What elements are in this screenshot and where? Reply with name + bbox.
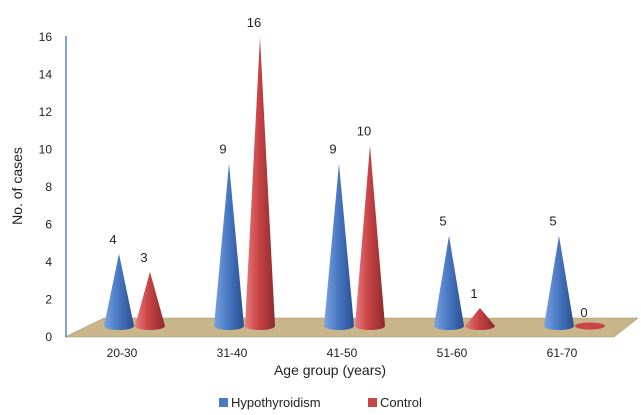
- cone-hypothyroidism-20-30: [104, 253, 134, 330]
- legend-label-control: Control: [380, 395, 422, 410]
- cone-marks: [104, 37, 605, 330]
- y-tick-label: 16: [39, 30, 53, 44]
- y-tick-label: 8: [45, 180, 52, 194]
- x-axis-ticks: 20-30 31-40 41-50 51-60 61-70: [107, 346, 578, 360]
- x-tick-label: 51-60: [437, 346, 468, 360]
- cone-control-20-30: [135, 271, 165, 330]
- data-label: 4: [109, 232, 116, 247]
- legend-label-hypothyroidism: Hypothyroidism: [231, 395, 321, 410]
- y-tick-label: 2: [45, 293, 52, 307]
- y-tick-label: 10: [39, 143, 53, 157]
- y-tick-label: 4: [45, 255, 52, 269]
- cone-hypothyroidism-41-50: [324, 163, 354, 330]
- legend: Hypothyroidism Control: [219, 395, 422, 410]
- legend-swatch-hypothyroidism: [219, 398, 228, 407]
- x-tick-label: 31-40: [217, 346, 248, 360]
- data-label: 9: [219, 141, 226, 156]
- data-label: 10: [357, 123, 371, 138]
- cone-control-61-70: [575, 322, 605, 330]
- cone-control-51-60: [465, 307, 495, 330]
- data-label: 9: [329, 141, 336, 156]
- data-label: 0: [580, 305, 587, 320]
- cone-control-41-50: [355, 145, 385, 330]
- y-axis-title: No. of cases: [9, 147, 25, 225]
- y-tick-label: 6: [45, 218, 52, 232]
- cone-hypothyroidism-31-40: [214, 163, 244, 330]
- data-label: 16: [247, 15, 261, 30]
- y-tick-label: 12: [39, 105, 53, 119]
- x-tick-label: 41-50: [327, 346, 358, 360]
- y-tick-label: 14: [39, 68, 53, 82]
- cone-control-31-40: [245, 37, 275, 330]
- x-tick-label: 61-70: [547, 346, 578, 360]
- data-label: 1: [470, 286, 477, 301]
- x-axis-title: Age group (years): [274, 362, 386, 378]
- data-label: 5: [549, 214, 556, 229]
- data-label: 3: [140, 250, 147, 265]
- cone-hypothyroidism-61-70: [544, 235, 574, 330]
- y-axis-ticks: 0 2 4 6 8 10 12 14 16: [39, 30, 53, 344]
- x-tick-label: 20-30: [107, 346, 138, 360]
- data-label: 5: [439, 214, 446, 229]
- legend-swatch-control: [368, 398, 377, 407]
- cone-hypothyroidism-51-60: [434, 235, 464, 330]
- y-tick-label: 0: [45, 330, 52, 344]
